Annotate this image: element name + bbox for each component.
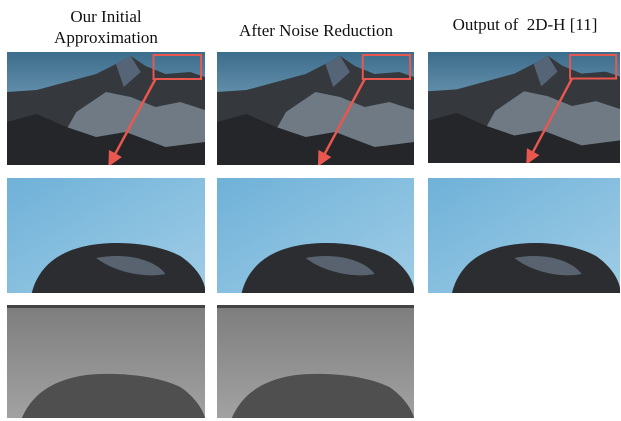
image — [7, 178, 205, 293]
image — [217, 52, 414, 165]
image — [217, 305, 414, 418]
image — [428, 178, 620, 293]
image — [7, 305, 205, 418]
image — [7, 52, 205, 165]
image — [428, 52, 620, 163]
column-title: Approximation — [54, 28, 158, 47]
column-title: Our Initial — [70, 7, 142, 26]
column-title: Output of 2D-H [11] — [453, 15, 598, 34]
column-title: After Noise Reduction — [239, 21, 393, 40]
image — [217, 178, 414, 293]
figure: Our Initial Approximation After Noise Re… — [0, 0, 621, 421]
